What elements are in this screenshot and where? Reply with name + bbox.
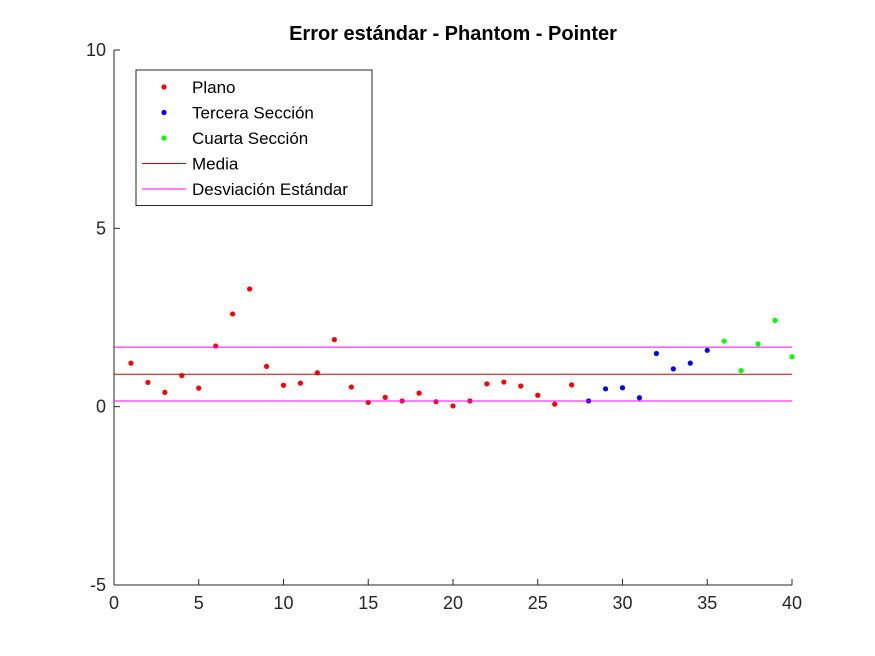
tercera-seccion-point [670,366,676,372]
cuarta-seccion-point [789,354,795,360]
plano-point [348,384,354,390]
legend-box [135,69,373,206]
cuarta-seccion-point [772,317,778,323]
y-tick-label: 10 [86,40,106,60]
plano-point [535,392,541,398]
legend-label-plano: Plano [192,78,235,97]
legend-swatch-tercera-seccion [161,109,167,116]
plano-point [484,381,490,387]
legend-swatch-cuarta-seccion [161,135,167,141]
plano-point [247,286,253,292]
legend-label-cuarta-seccion: Cuarta Sección [192,129,308,148]
plano-point [230,311,236,317]
plano-point [433,399,439,405]
x-tick-label: 20 [443,593,463,613]
plano-point [280,382,287,388]
x-tick-label: 30 [612,593,632,613]
cuarta-seccion-point [738,368,744,374]
y-tick-label: -5 [90,575,106,595]
legend-label-tercera-seccion: Tercera Sección [192,104,314,123]
plano-point [518,383,524,389]
tercera-seccion-point [687,360,693,366]
tercera-seccion-point [704,347,710,353]
tercera-seccion-point [636,395,643,401]
plano-point [145,379,151,386]
tercera-seccion-point [653,350,660,357]
legend-swatch-plano [161,84,167,90]
plano-point [297,380,304,386]
y-tick-label: 5 [96,218,106,238]
cuarta-seccion-point [755,341,761,347]
plano-point [552,401,558,407]
x-tick-label: 15 [358,593,378,613]
plano-point [450,403,456,409]
legend-label-media: Media [192,155,239,174]
cuarta-seccion-point [721,338,727,344]
plano-point [416,390,422,396]
plano-point [213,343,219,349]
plano-point [569,382,575,388]
plano-point [162,389,168,395]
plano-point [382,394,388,400]
tercera-seccion-point [619,385,626,391]
legend-label-desviacion-estandar: Desviación Estándar [192,180,348,199]
x-tick-label: 5 [194,593,204,613]
y-tick-label: 0 [96,397,106,417]
x-tick-label: 40 [782,593,802,613]
plano-point [128,360,134,366]
plano-point [331,337,337,343]
plano-point [501,379,507,385]
tercera-seccion-point [602,386,609,392]
plano-point [263,363,270,369]
x-tick-label: 35 [697,593,717,613]
x-tick-label: 10 [273,593,293,613]
plano-point [196,385,202,391]
x-tick-label: 25 [528,593,548,613]
legend: Plano Tercera Sección Cuarta Sección Media D… [135,69,373,206]
x-tick-label: 0 [109,593,119,613]
chart-title: Error estándar - Phantom - Pointer [289,23,617,45]
